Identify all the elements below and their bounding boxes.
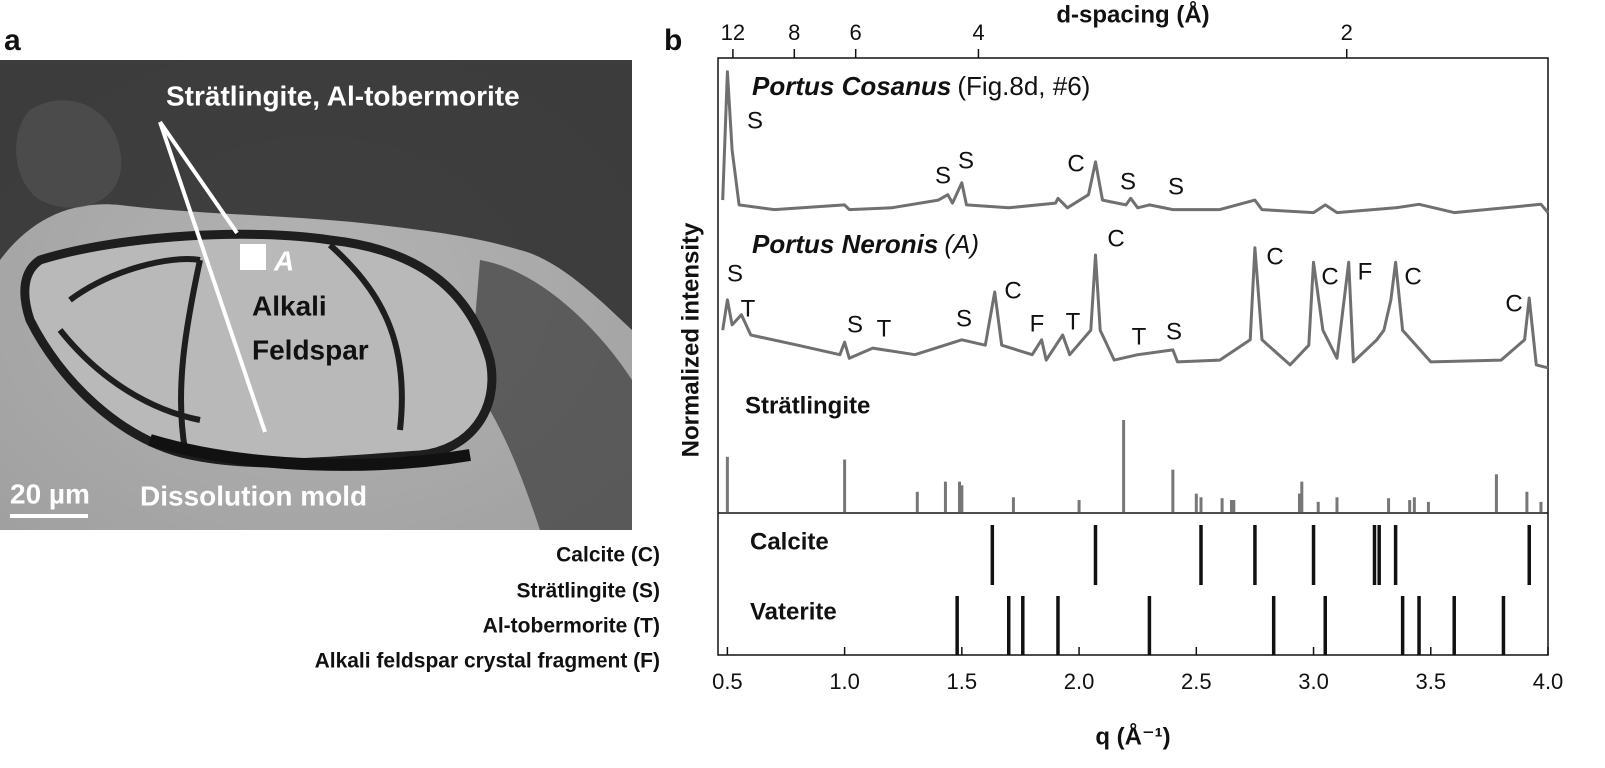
- crystal-label: Feldspar: [252, 334, 369, 365]
- x-axis-label: q (Å⁻¹): [1095, 722, 1170, 750]
- peak-label: C: [1067, 150, 1084, 177]
- x-tick-label: 1.0: [829, 669, 860, 694]
- peak-label: T: [1132, 323, 1147, 350]
- plot-frame: [717, 57, 1549, 656]
- x-tick-label: 1.5: [947, 669, 978, 694]
- series-note: (A): [944, 229, 979, 259]
- peak-label: C: [1266, 243, 1283, 270]
- peak-label: C: [1321, 263, 1338, 290]
- micrograph: [0, 60, 632, 530]
- reference-label: Vaterite: [750, 598, 837, 625]
- peak-label: F: [1358, 258, 1373, 285]
- peak-label: S: [958, 147, 974, 174]
- peak-label: S: [935, 162, 951, 189]
- series-name: Portus Cosanus: [752, 71, 951, 101]
- series-note: (Fig.8d, #6): [957, 71, 1090, 101]
- series-name: Portus Neronis: [752, 229, 938, 259]
- peak-label: S: [956, 305, 972, 332]
- peak-label: C: [1107, 225, 1124, 252]
- scale-bar-label: 20 µm: [10, 478, 90, 509]
- x2-tick-label: 2: [1341, 20, 1353, 45]
- reference-label: Strätlingite: [745, 392, 870, 419]
- x-tick-label: 0.5: [712, 669, 743, 694]
- pattern-line: [721, 70, 1550, 215]
- series-label: Portus Neronis (A): [752, 229, 979, 259]
- dark-patch: [16, 100, 122, 208]
- pointer-line: [158, 120, 239, 235]
- key-entry: Alkali feldspar crystal fragment (F): [315, 650, 660, 673]
- panel-label: a: [4, 24, 21, 57]
- peak-label: S: [727, 260, 743, 287]
- peak-label: S: [1166, 318, 1182, 345]
- x2-tick-label: 4: [972, 20, 984, 45]
- mold-rim: [148, 434, 471, 471]
- x-tick-label: 3.0: [1298, 669, 1329, 694]
- reference-label: Calcite: [750, 528, 829, 555]
- dark-matrix: [0, 60, 632, 330]
- y-axis-label: Normalized intensity: [677, 222, 704, 457]
- peak-label: C: [1505, 290, 1522, 317]
- mold-label: Dissolution mold: [140, 480, 367, 511]
- feldspar-crystal: [20, 229, 497, 468]
- peak-label: S: [747, 107, 763, 134]
- x2-axis-label: d-spacing (Å): [1056, 0, 1209, 28]
- x-tick-label: 3.5: [1415, 669, 1446, 694]
- peak-label: T: [1066, 308, 1081, 335]
- pattern-line: [721, 246, 1549, 370]
- phase-label: Strätlingite, Al-tobermorite: [166, 80, 520, 111]
- point-label: A: [273, 245, 294, 276]
- x2-tick-label: 8: [788, 20, 800, 45]
- pointer-line: [158, 121, 267, 433]
- peak-label: F: [1030, 310, 1045, 337]
- x-tick-label: 2.0: [1064, 669, 1095, 694]
- x2-tick-label: 12: [721, 20, 745, 45]
- key-entry: Calcite (C): [556, 544, 660, 567]
- x-tick-label: 4.0: [1533, 669, 1564, 694]
- dark-matrix: [470, 260, 632, 530]
- key-entry: Strätlingite (S): [516, 580, 660, 603]
- peak-label: C: [1004, 277, 1021, 304]
- peak-label: T: [877, 315, 892, 342]
- analysis-point: [240, 244, 266, 270]
- peak-label: S: [1168, 173, 1184, 200]
- peak-label: C: [1404, 263, 1421, 290]
- panel-label: b: [664, 24, 682, 57]
- peak-label: S: [1120, 168, 1136, 195]
- crystal-label: Alkali: [252, 290, 327, 321]
- peak-label: S: [847, 311, 863, 338]
- key-entry: Al-tobermorite (T): [483, 615, 660, 638]
- crystal-crack: [57, 242, 405, 451]
- x-tick-label: 2.5: [1181, 669, 1212, 694]
- peak-label: T: [741, 295, 756, 322]
- x2-tick-label: 6: [850, 20, 862, 45]
- series-label: Portus Cosanus (Fig.8d, #6): [752, 71, 1090, 101]
